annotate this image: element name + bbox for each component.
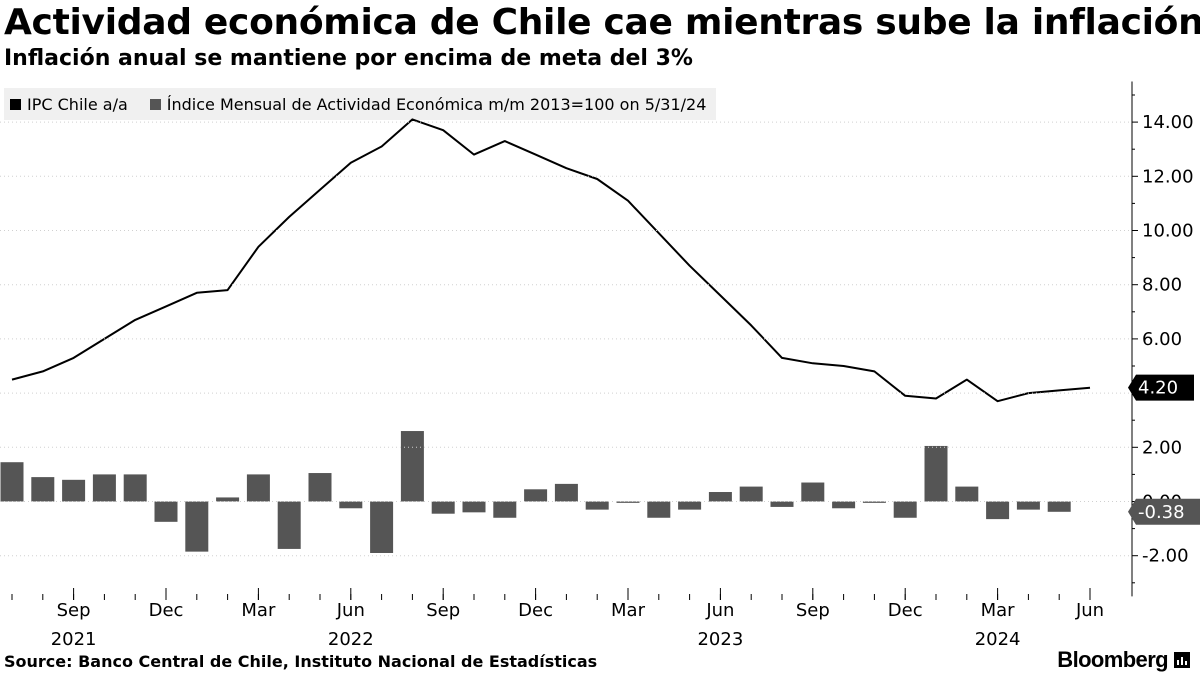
last-value-tag — [1128, 374, 1194, 401]
bar — [154, 501, 178, 522]
y-tick-label: 2.00 — [1142, 437, 1182, 458]
legend-label-imacec: Índice Mensual de Actividad Económica m/… — [166, 94, 707, 114]
bar — [986, 501, 1010, 520]
x-tick-label: Dec — [518, 600, 553, 621]
bar — [801, 482, 825, 502]
bloomberg-wordmark: Bloomberg — [1057, 647, 1168, 672]
legend-label-ipc: IPC Chile a/a — [27, 94, 128, 114]
bar — [431, 501, 455, 514]
bar — [246, 474, 270, 502]
bar — [62, 479, 86, 502]
y-tick-label: -2.00 — [1142, 546, 1189, 567]
bar — [123, 474, 147, 502]
last-value-label: 4.20 — [1138, 378, 1178, 399]
bar — [339, 501, 363, 509]
y-tick-label: 10.00 — [1142, 221, 1194, 242]
bar — [770, 501, 794, 507]
bar — [1016, 501, 1040, 510]
bar — [554, 483, 578, 502]
chart-subtitle: Inflación anual se mantiene por encima d… — [4, 46, 693, 71]
bar — [862, 501, 886, 503]
bar — [31, 477, 55, 502]
bar — [616, 501, 640, 503]
bar — [493, 501, 517, 518]
bloomberg-logo: Bloomberg — [1057, 647, 1190, 673]
x-tick-label: Jun — [1075, 600, 1104, 621]
x-year-label: 2021 — [51, 629, 97, 650]
x-tick-label: Sep — [57, 600, 91, 621]
source-note: Source: Banco Central de Chile, Institut… — [4, 652, 598, 671]
bloomberg-icon — [1174, 652, 1190, 668]
bar — [216, 497, 240, 502]
last-value-tag — [1128, 498, 1200, 525]
bar — [185, 501, 209, 552]
bar — [893, 501, 917, 518]
last-value-label: -0.38 — [1138, 502, 1185, 523]
y-tick-label: 12.00 — [1142, 166, 1194, 187]
bar — [924, 445, 948, 502]
ipc-line — [11, 118, 1091, 403]
bar — [370, 501, 394, 553]
x-year-label: 2022 — [328, 629, 374, 650]
bar — [832, 501, 856, 509]
x-year-label: 2023 — [697, 629, 743, 650]
legend-swatch-imacec — [149, 98, 161, 110]
x-tick-label: Jun — [705, 600, 734, 621]
bar — [462, 501, 486, 513]
bar — [678, 501, 702, 510]
x-tick-label: Dec — [888, 600, 923, 621]
y-tick-label: 8.00 — [1142, 275, 1182, 296]
bar — [955, 486, 979, 502]
bar — [708, 492, 732, 502]
x-tick-label: Dec — [149, 600, 184, 621]
bar — [647, 501, 671, 518]
x-tick-label: Sep — [796, 600, 830, 621]
x-tick-label: Jun — [336, 600, 365, 621]
chart-title: Actividad económica de Chile cae mientra… — [4, 2, 1200, 43]
bar — [400, 431, 424, 502]
x-tick-label: Sep — [426, 600, 460, 621]
bar — [1047, 501, 1071, 512]
y-tick-label: 14.00 — [1142, 112, 1194, 133]
bar — [92, 474, 116, 502]
x-tick-label: Mar — [611, 600, 646, 621]
legend-item-imacec: Índice Mensual de Actividad Económica m/… — [149, 94, 707, 114]
legend-swatch-ipc — [10, 98, 21, 110]
x-year-label: 2024 — [975, 629, 1021, 650]
chart-legend: IPC Chile a/a Índice Mensual de Activida… — [4, 88, 717, 120]
legend-item-ipc: IPC Chile a/a — [10, 95, 128, 114]
bar — [277, 501, 301, 549]
bar — [0, 462, 24, 502]
bar — [585, 501, 609, 510]
bar — [308, 473, 332, 502]
bar — [524, 489, 548, 502]
x-tick-label: Mar — [241, 600, 276, 621]
bar — [739, 486, 763, 502]
y-tick-label: 6.00 — [1142, 329, 1182, 350]
x-tick-label: Mar — [981, 600, 1016, 621]
